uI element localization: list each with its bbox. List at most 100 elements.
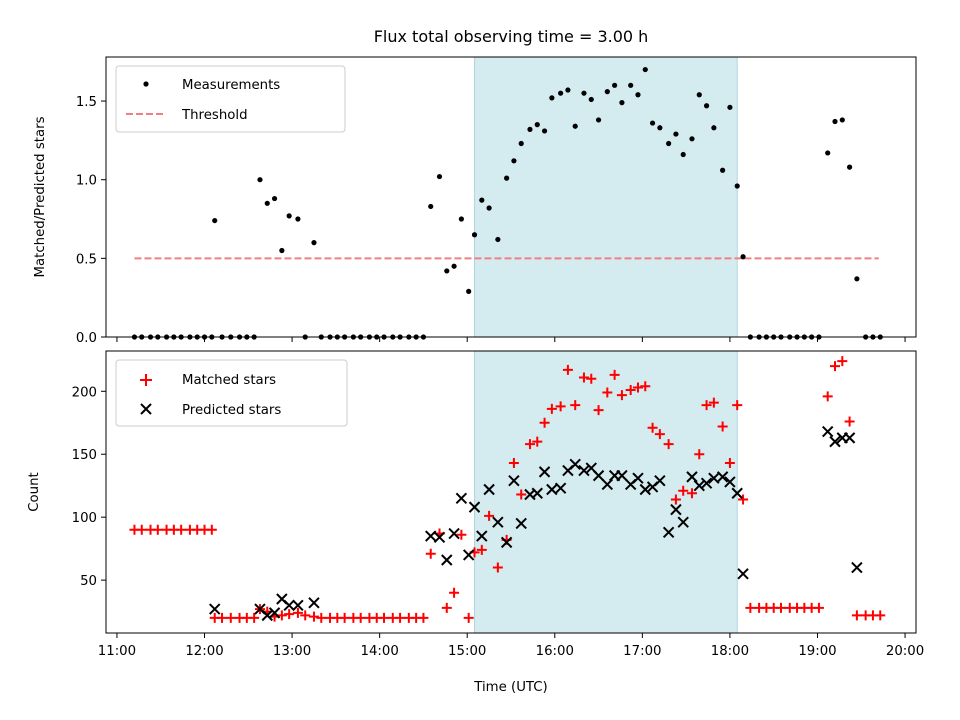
matched-stars-point xyxy=(717,421,728,432)
predicted-stars-point xyxy=(843,432,856,444)
matched-stars-point xyxy=(616,390,627,401)
matched-stars-point xyxy=(532,436,543,447)
predicted-stars-point xyxy=(592,469,605,482)
predicted-stars-point xyxy=(821,425,834,438)
matched-stars-point xyxy=(640,381,651,392)
x-tick-label: 16:00 xyxy=(536,644,574,659)
measurements-point xyxy=(846,164,853,170)
predicted-stars-point xyxy=(448,527,460,540)
predicted-stars-point xyxy=(731,487,743,499)
legend-measurements-marker xyxy=(143,81,149,87)
legend-predicted-label: Predicted stars xyxy=(182,403,281,418)
predicted-stars-point xyxy=(209,603,221,615)
matched-stars-point xyxy=(492,562,503,573)
matched-stars-point xyxy=(225,612,236,623)
matched-stars-point xyxy=(395,612,406,623)
measurements-point xyxy=(212,217,218,224)
y-tick-label: 1.0 xyxy=(76,174,97,189)
matched-stars-point xyxy=(663,439,674,450)
measurements-point xyxy=(264,200,270,206)
matched-stars-point xyxy=(562,364,573,375)
y-tick-label: 200 xyxy=(72,385,97,400)
matched-stars-point xyxy=(738,494,749,505)
measurements-point xyxy=(444,268,450,274)
count-panel-legend: Matched stars Predicted stars xyxy=(115,359,348,427)
matched-stars-point xyxy=(776,602,786,613)
matched-stars-point xyxy=(484,510,495,521)
measurements-point xyxy=(504,175,510,181)
predicted-stars-point xyxy=(425,530,437,542)
matched-stars-point xyxy=(609,369,620,380)
legend-measurements-label: Measurements xyxy=(182,78,280,93)
measurements-point xyxy=(628,82,634,88)
predicted-stars-point xyxy=(639,483,651,496)
y-tick-label: 150 xyxy=(72,448,97,463)
measurements-point xyxy=(825,150,831,156)
measurements-point xyxy=(495,236,501,243)
measurements-point xyxy=(642,66,648,73)
measurements-point xyxy=(565,87,571,93)
x-tick-label: 19:00 xyxy=(798,644,836,659)
measurements-point xyxy=(612,82,618,88)
x-tick-label: 17:00 xyxy=(623,644,661,659)
measurements-point xyxy=(549,95,555,101)
matched-stars-point xyxy=(586,373,597,384)
measurements-point xyxy=(734,183,740,189)
measurements-point xyxy=(558,90,564,96)
matched-stars-point xyxy=(284,609,295,620)
matched-stars-point xyxy=(449,587,460,598)
matched-stars-point xyxy=(844,416,855,427)
predicted-stars-point xyxy=(261,609,273,622)
matched-stars-point xyxy=(822,391,833,402)
matched-stars-point xyxy=(632,382,643,393)
matched-stars-point xyxy=(249,612,260,623)
predicted-stars-point xyxy=(569,458,581,471)
x-tick-label: 11:00 xyxy=(98,644,136,659)
measurements-point xyxy=(711,125,717,131)
measurements-point xyxy=(286,213,292,219)
x-tick-label: 20:00 xyxy=(886,644,924,659)
predicted-stars-point xyxy=(483,483,495,496)
measurements-point xyxy=(727,104,733,110)
measurements-point xyxy=(680,151,686,158)
matched-stars-point xyxy=(578,372,589,383)
matched-stars-point xyxy=(463,612,474,623)
measurements-point xyxy=(466,288,472,294)
matched-stars-point xyxy=(355,612,366,623)
measurements-point xyxy=(451,263,457,269)
measurements-point xyxy=(720,167,726,173)
predicted-stars-point xyxy=(632,472,644,484)
measurements-point xyxy=(673,131,679,137)
predicted-stars-point xyxy=(700,477,713,489)
measurements-point xyxy=(471,232,478,238)
measurements-point xyxy=(689,136,695,142)
measurements-point xyxy=(854,276,860,282)
matched-stars-point xyxy=(516,489,527,500)
observing-window-span xyxy=(474,350,738,634)
matched-stars-point xyxy=(441,602,452,613)
measurements-point xyxy=(832,118,838,125)
predicted-stars-point xyxy=(455,492,468,505)
predicted-stars-point xyxy=(677,516,689,528)
measurements-point xyxy=(479,197,485,203)
matched-stars-point xyxy=(555,401,566,412)
matched-stars-point xyxy=(694,449,705,460)
x-tick-label: 15:00 xyxy=(448,644,486,659)
matched-stars-point xyxy=(724,458,735,469)
count-panel-y-label: Count xyxy=(27,472,42,512)
matched-stars-point xyxy=(379,612,390,623)
matched-stars-point xyxy=(647,422,658,433)
matched-stars-point xyxy=(292,607,303,618)
y-tick-label: 1.5 xyxy=(76,95,97,110)
predicted-stars-point xyxy=(308,597,320,609)
predicted-stars-point xyxy=(515,517,527,530)
matched-stars-point xyxy=(686,488,697,499)
predicted-stars-point xyxy=(578,464,590,477)
matched-stars-point xyxy=(678,485,689,496)
measurements-point xyxy=(534,122,540,128)
chart-title: Flux total observing time = 3.00 h xyxy=(374,27,649,46)
predicted-stars-point xyxy=(554,482,567,494)
matched-stars-point xyxy=(152,524,163,535)
measurements-point xyxy=(581,90,587,96)
predicted-stars-point xyxy=(829,435,841,448)
